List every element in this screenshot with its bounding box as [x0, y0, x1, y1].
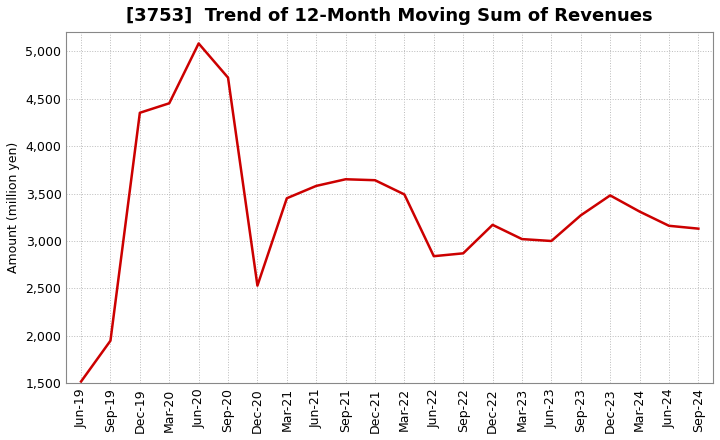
Y-axis label: Amount (million yen): Amount (million yen)	[7, 142, 20, 273]
Title: [3753]  Trend of 12-Month Moving Sum of Revenues: [3753] Trend of 12-Month Moving Sum of R…	[127, 7, 653, 25]
